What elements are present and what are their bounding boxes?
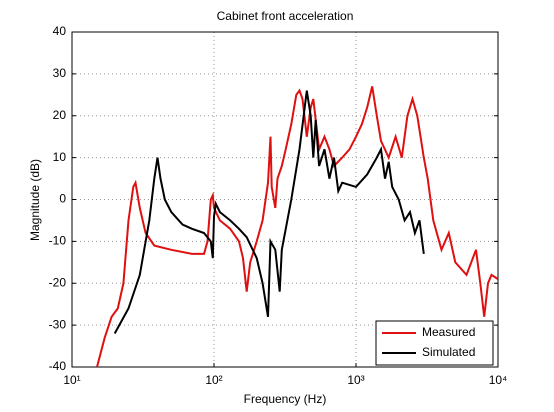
y-tick-label: -10 (49, 234, 67, 248)
y-tick-label: 40 (53, 24, 67, 38)
x-tick-label: 10² (205, 373, 222, 387)
y-tick-label: -20 (49, 275, 67, 289)
plot-frame (71, 31, 499, 368)
x-axis-label: Frequency (Hz) (244, 392, 327, 406)
legend-box (375, 320, 494, 366)
chart-title: Cabinet front acceleration (217, 9, 354, 23)
y-tick-label: 0 (59, 192, 66, 206)
y-tick-label: 20 (53, 108, 67, 122)
legend-label: Simulated (422, 345, 475, 359)
y-axis-label: Magnitude (dB) (28, 159, 42, 241)
series-line (113, 90, 425, 334)
x-tick-label: 10³ (347, 373, 364, 387)
y-tick-label: -40 (49, 359, 67, 373)
y-tick-label: 10 (53, 150, 67, 164)
y-tick-label: -30 (49, 317, 67, 331)
y-tick-label: 30 (53, 66, 67, 80)
x-tick-label: 10¹ (63, 373, 80, 387)
x-tick-label: 10⁴ (489, 373, 508, 387)
legend-label: Measured (422, 325, 475, 339)
series-line (96, 86, 498, 367)
